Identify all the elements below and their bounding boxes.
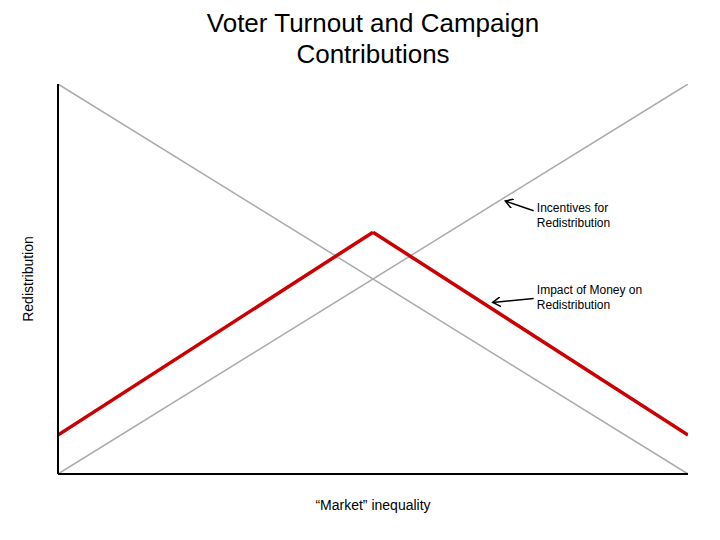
- html-text:Contributions: Contributions: [296, 39, 450, 70]
- html-text:Voter Turnout and Campaign: Voter Turnout and Campaign: [206, 8, 540, 38]
- svg-text:“Market” inequality: “Market” inequality: [315, 497, 430, 513]
- svg-text:Impact of Money onRedistributi: Impact of Money onRedistribution: [537, 284, 642, 313]
- svg-text:Redistribution: Redistribution: [20, 237, 36, 323]
- svg-text:Incentives forRedistribution: Incentives forRedistribution: [537, 202, 610, 231]
